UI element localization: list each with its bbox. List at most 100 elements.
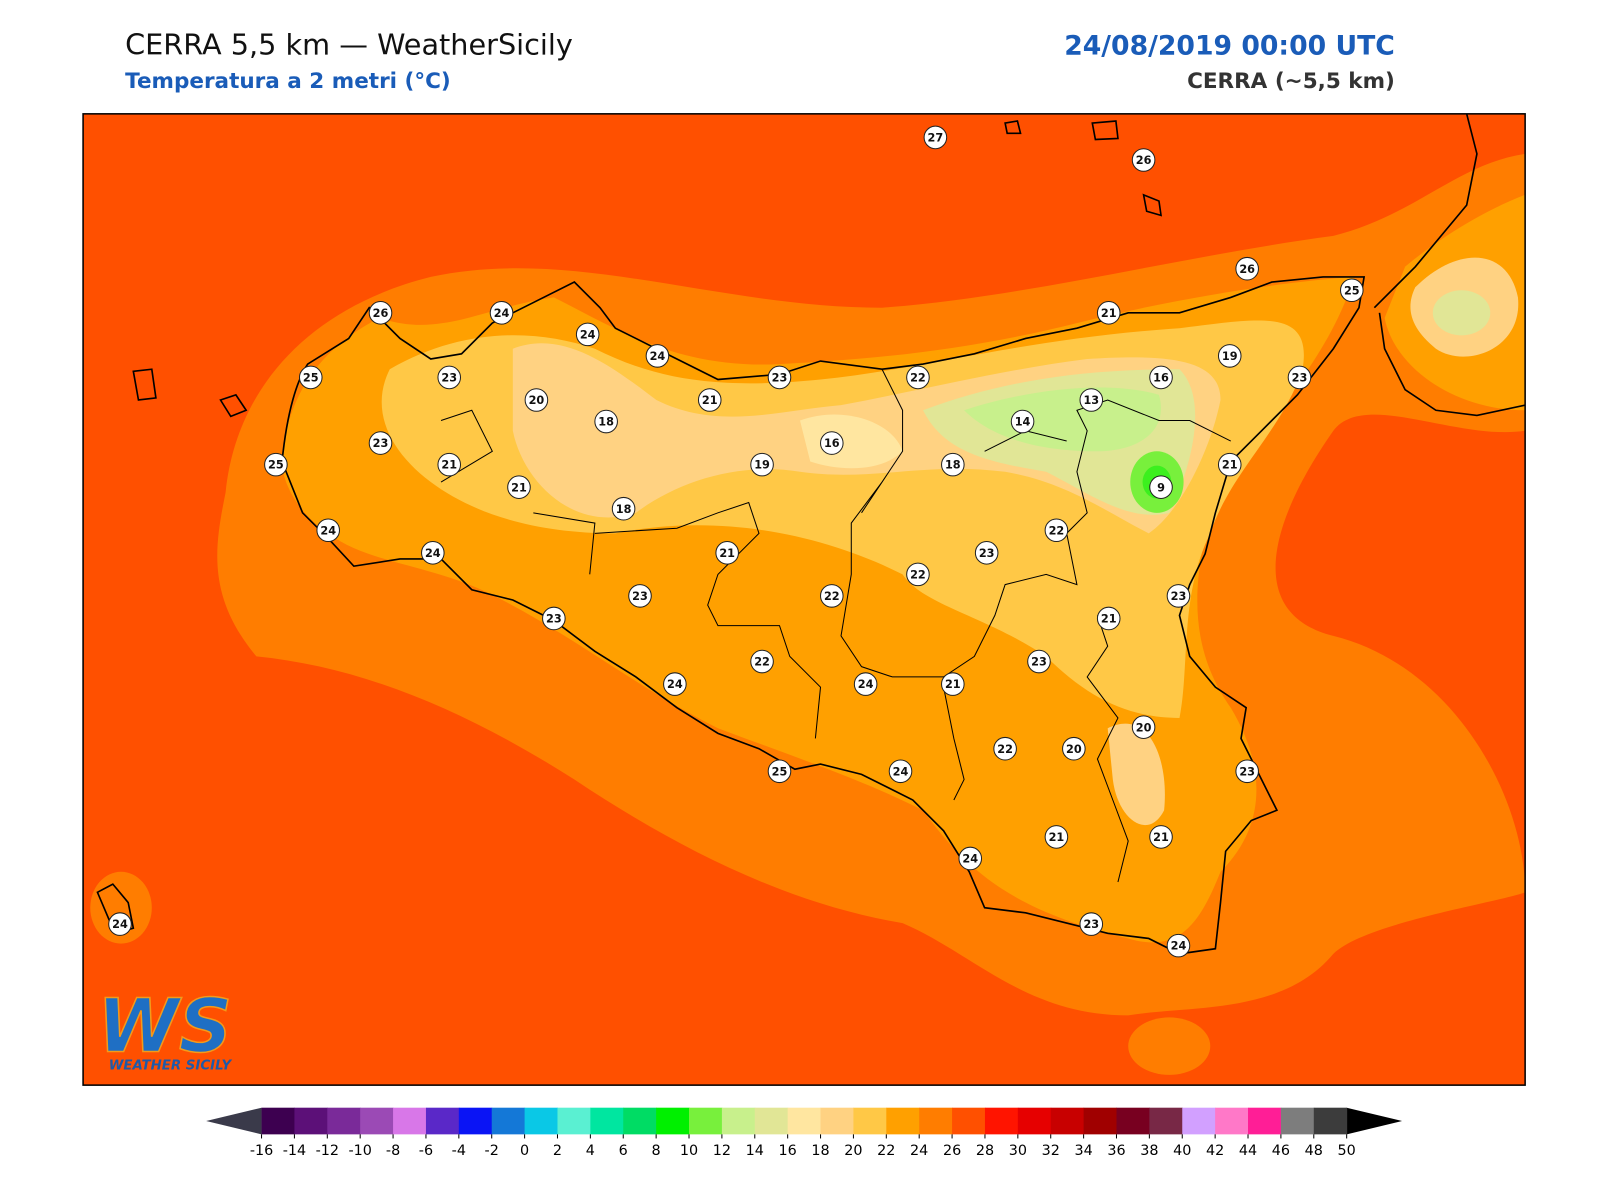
colorbar-segment <box>294 1107 328 1135</box>
station-value: 22 <box>754 656 770 669</box>
map-frame <box>82 113 1526 1086</box>
colorbar-segment <box>327 1107 361 1135</box>
station-marker <box>594 409 618 434</box>
colorbar-tick-label: -2 <box>485 1143 499 1159</box>
station-value: 25 <box>303 372 319 385</box>
colorbar-tick-label: 6 <box>619 1143 628 1159</box>
station-value: 23 <box>1292 372 1308 385</box>
datetime: 24/08/2019 00:00 UTC <box>1064 30 1395 61</box>
colorbar-tick-label: 18 <box>811 1143 829 1159</box>
station-value: 26 <box>1239 263 1255 276</box>
colorbar-segment <box>1248 1107 1282 1135</box>
station-marker <box>941 672 965 696</box>
colorbar-tick-label: 4 <box>586 1143 595 1159</box>
station-marker <box>853 672 878 696</box>
station-marker <box>958 846 983 871</box>
colorbar-tick-label: -10 <box>348 1143 371 1159</box>
colorbar-tick-label: -4 <box>452 1143 466 1159</box>
station-marker <box>1044 518 1069 543</box>
station-marker <box>923 125 948 150</box>
station-marker <box>437 365 462 390</box>
station-value: 19 <box>754 459 770 472</box>
colorbar-tick-label: -16 <box>250 1143 273 1159</box>
station-value: 21 <box>1101 613 1117 626</box>
station-marker <box>941 452 965 477</box>
colorbar-tick-label: 10 <box>680 1143 698 1159</box>
station-value: 23 <box>1083 918 1099 931</box>
colorbar-segment <box>984 1107 1019 1135</box>
station-value: 27 <box>928 132 944 145</box>
station-marker <box>1096 301 1121 325</box>
station-marker <box>108 912 132 936</box>
station-marker <box>489 301 514 325</box>
station-value: 19 <box>1222 350 1238 363</box>
temperature-field <box>83 113 1526 1086</box>
station-marker <box>906 562 930 587</box>
station-marker <box>993 736 1017 761</box>
colorbar-tick-label: 30 <box>1009 1143 1027 1159</box>
colorbar-tick-label: 32 <box>1042 1143 1060 1159</box>
station-value: 26 <box>1136 154 1152 167</box>
station-value: 23 <box>441 372 457 385</box>
colorbar-segment <box>952 1107 986 1135</box>
colorbar-over <box>1346 1107 1403 1135</box>
station-value: 23 <box>979 547 995 560</box>
station-marker <box>1062 736 1086 761</box>
station-marker <box>1079 912 1104 936</box>
subtitle: Temperatura a 2 metri (°C) <box>125 69 451 94</box>
station-value: 23 <box>632 590 648 603</box>
station-marker <box>298 365 323 390</box>
colorbar-tick-label: 38 <box>1140 1143 1158 1159</box>
station-value: 24 <box>320 524 336 537</box>
station-marker <box>697 388 722 412</box>
station-value: 21 <box>1101 307 1117 320</box>
colorbar-segment <box>886 1107 920 1135</box>
colorbar-segment <box>820 1107 854 1135</box>
station-value: 23 <box>1031 656 1047 669</box>
station-value: 25 <box>772 765 788 778</box>
station-marker <box>888 759 913 784</box>
station-value: 13 <box>1083 394 1099 407</box>
station-value: 24 <box>494 307 510 320</box>
colorbar-segment <box>919 1107 953 1135</box>
station-marker <box>645 344 670 368</box>
source: CERRA (~5,5 km) <box>1187 69 1395 94</box>
station-value: 21 <box>945 678 961 691</box>
station-value: 25 <box>1344 284 1360 297</box>
colorbar-tick-label: 22 <box>877 1143 895 1159</box>
station-marker <box>368 301 393 325</box>
logo: WS WEATHER SICILY <box>97 983 233 1074</box>
colorbar-segment <box>1017 1107 1052 1135</box>
station-value: 23 <box>373 437 389 450</box>
station-marker <box>819 584 844 608</box>
station-marker <box>819 431 844 455</box>
colorbar-segment <box>590 1107 624 1135</box>
station-value: 23 <box>546 613 562 626</box>
station-marker <box>1096 606 1121 631</box>
station-marker <box>750 649 774 674</box>
colorbar-tick-label: 2 <box>553 1143 562 1159</box>
station-marker <box>1149 825 1173 849</box>
station-value: 24 <box>580 328 596 341</box>
colorbar-segment <box>425 1107 460 1135</box>
station-marker <box>974 541 999 565</box>
station-marker <box>368 431 393 455</box>
station-marker <box>264 452 288 477</box>
station-value: 22 <box>997 743 1013 756</box>
station-value: 21 <box>702 394 718 407</box>
colorbar-tick-label: 42 <box>1206 1143 1224 1159</box>
station-marker <box>1217 452 1242 477</box>
colorbar-tick-label: 12 <box>713 1143 731 1159</box>
station-marker <box>421 541 445 565</box>
station-value: 20 <box>529 394 545 407</box>
colorbar-tick-label: 14 <box>746 1143 764 1159</box>
colorbar-segment <box>1149 1107 1183 1135</box>
station-value: 21 <box>719 547 735 560</box>
colorbar-segment <box>1116 1107 1150 1135</box>
station-marker <box>575 322 600 347</box>
station-marker <box>507 475 531 499</box>
station-marker <box>1131 148 1156 172</box>
colorbar: -16 -14 -12 -10 -8 -6 -4 -2 0 2 4 6 8 10 12 14 16 18 20 22 2… <box>206 1107 1403 1159</box>
